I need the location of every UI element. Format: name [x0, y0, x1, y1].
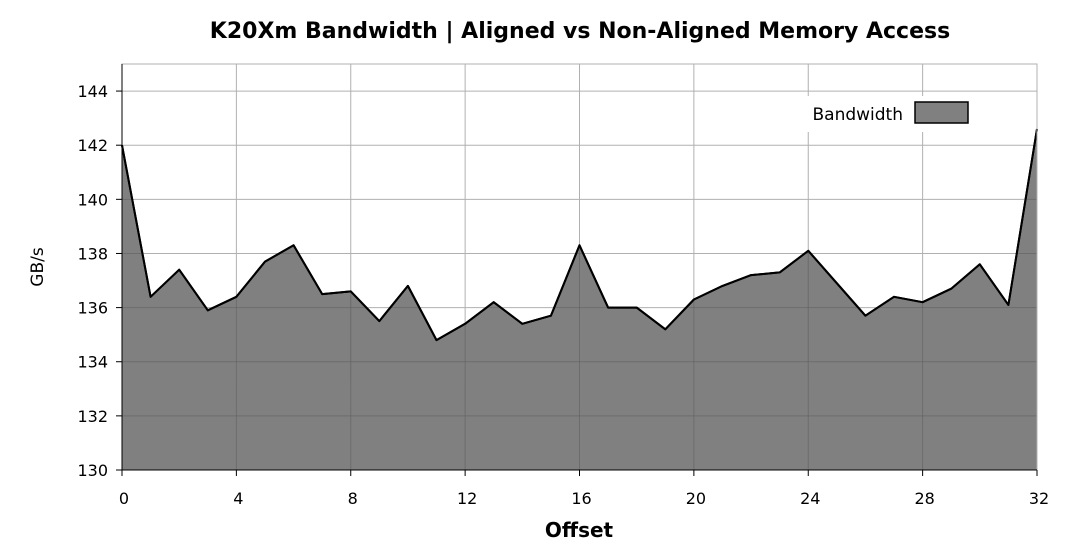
x-tick-label: 12 [457, 489, 477, 508]
y-tick-label: 140 [77, 190, 108, 209]
y-tick-label: 134 [77, 353, 108, 372]
x-tick-label: 24 [800, 489, 820, 508]
y-tick-label: 132 [77, 407, 108, 426]
y-tick-label: 136 [77, 299, 108, 318]
legend: Bandwidth [800, 96, 975, 132]
legend-label: Bandwidth [812, 105, 903, 125]
x-tick-label: 8 [348, 489, 358, 508]
x-tick-label: 28 [914, 489, 934, 508]
axes: 130 132 134 136 138 140 142 144 0 4 8 12 16 20 24 28 32 [77, 64, 1049, 508]
x-axis-label: Offset [545, 518, 614, 542]
x-tick-label: 16 [571, 489, 591, 508]
y-axis-label: GB/s [28, 247, 48, 287]
y-tick-label: 144 [77, 82, 108, 101]
y-tick-label: 138 [77, 244, 108, 263]
x-tick-label: 0 [119, 489, 129, 508]
bandwidth-line-top [121, 128, 1038, 342]
chart-title: K20Xm Bandwidth | Aligned vs Non-Aligned… [210, 19, 950, 44]
legend-swatch [914, 101, 969, 124]
x-tick-label: 4 [233, 489, 243, 508]
y-tick-label: 130 [77, 461, 108, 480]
x-tick-label: 32 [1029, 489, 1049, 508]
y-tick-label: 142 [77, 136, 108, 155]
x-tick-label: 20 [686, 489, 706, 508]
